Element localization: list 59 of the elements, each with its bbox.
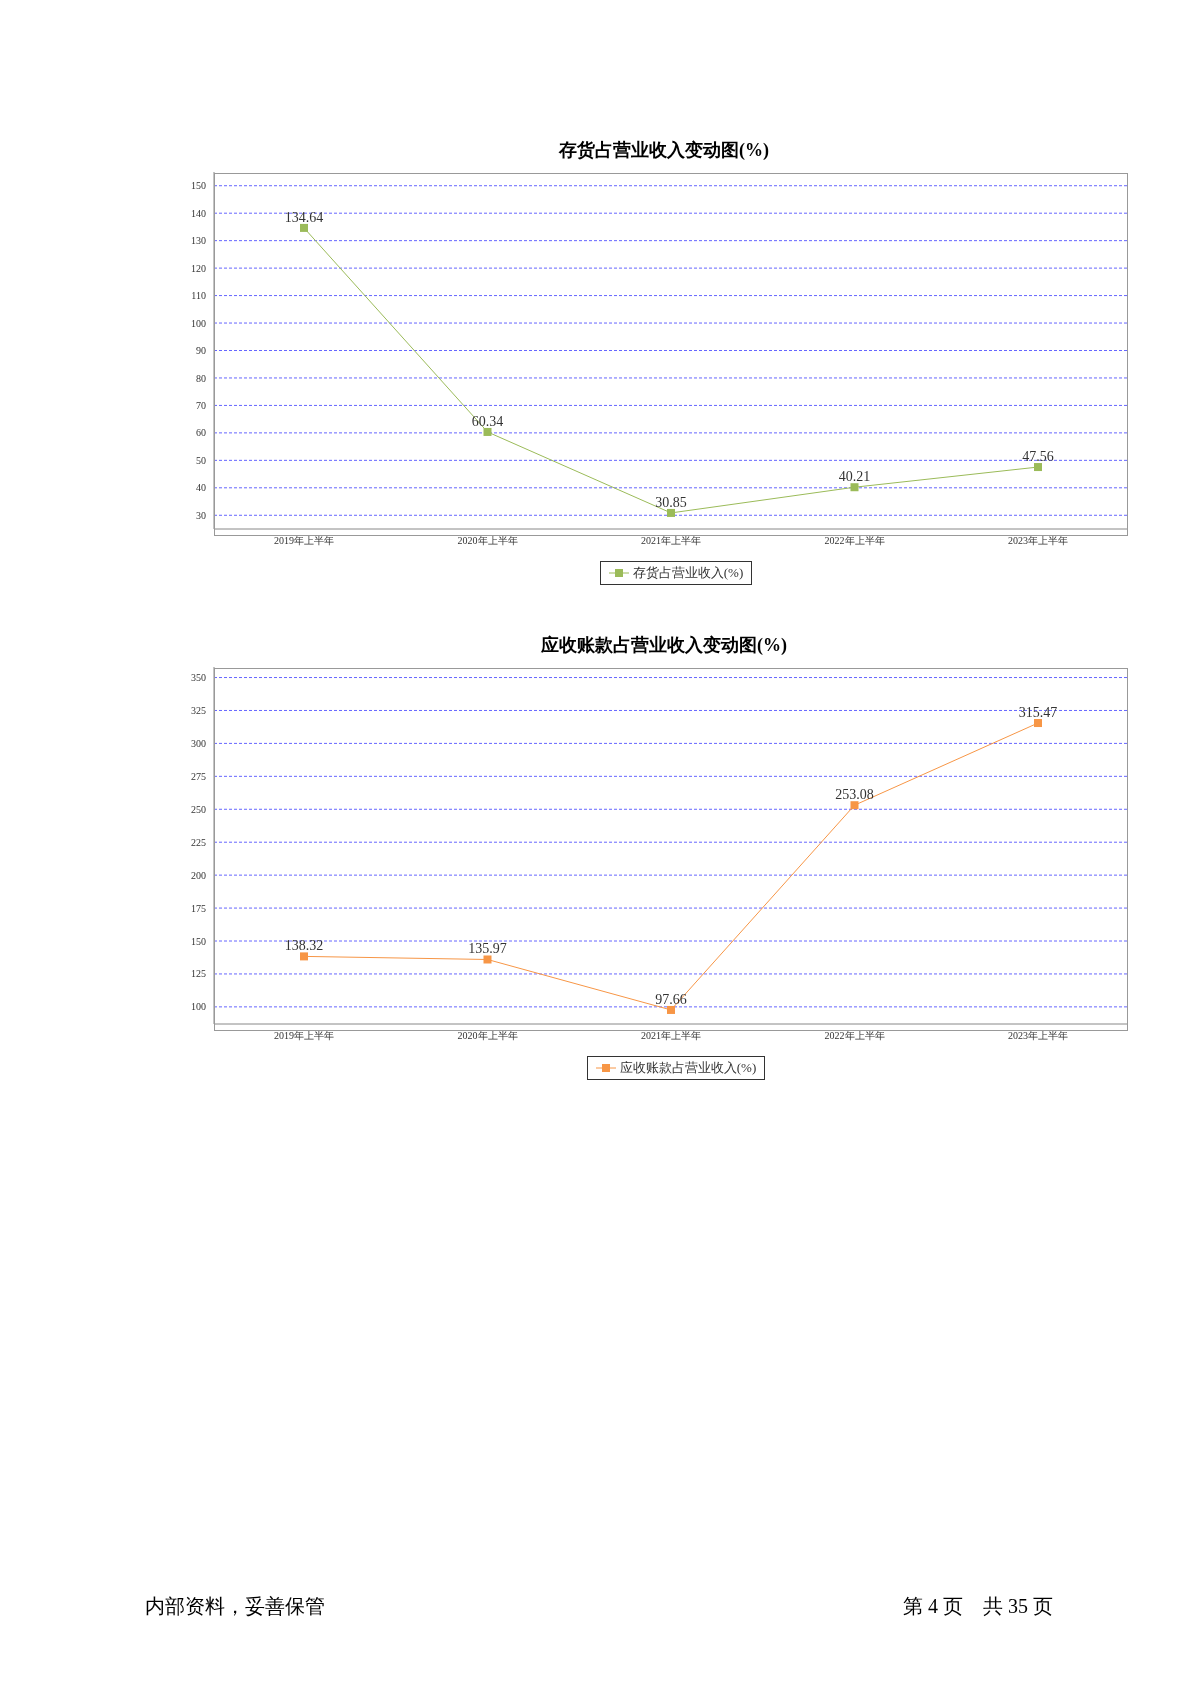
x-tick-label: 2022年上半年: [824, 1030, 885, 1042]
text: 第 4 页 共 35 页: [903, 1594, 1053, 1619]
y-tick-label: 250: [191, 803, 206, 815]
text: 内部资料，妥善保管: [145, 1594, 325, 1619]
point: [1034, 463, 1042, 472]
y-tick-label: 120: [191, 262, 206, 274]
y-tick-label: 50: [196, 454, 206, 466]
x-tick-label: 2023年上半年: [1008, 535, 1068, 547]
data-label: 40.21: [838, 469, 871, 485]
legend-label: 应收账款占营业收入(%): [618, 1059, 757, 1077]
y-tick-label: 300: [191, 737, 206, 749]
chart-title: 存货占营业收入变动图(%): [557, 139, 770, 162]
x-tick-label: 2020年上半年: [457, 535, 518, 547]
point: [1034, 719, 1042, 728]
point: [850, 801, 859, 810]
data-label: 97.66: [655, 991, 687, 1007]
y-tick-label: 200: [191, 869, 206, 881]
y-tick-label: 80: [196, 372, 206, 384]
legend-label: 存货占营业收入(%): [631, 564, 744, 582]
x-tick-label: 2019年上半年: [274, 535, 334, 547]
y-tick-label: 40: [196, 482, 206, 494]
y-tick-label: 175: [191, 902, 206, 914]
x-tick-label: 2021年上半年: [641, 535, 701, 547]
y-tick-label: 110: [191, 290, 206, 302]
y-tick-label: 70: [196, 399, 206, 411]
chart-title: 应收账款占营业收入变动图(%): [540, 634, 788, 657]
y-tick-label: 275: [191, 770, 206, 782]
y-tick-label: 100: [191, 317, 206, 329]
y-tick-label: 60: [196, 427, 206, 439]
y-tick-label: 325: [191, 705, 206, 717]
data-label: 134.64: [284, 209, 324, 225]
data-label: 138.32: [284, 938, 324, 954]
data-label: 253.08: [835, 787, 874, 803]
data-label: 135.97: [468, 941, 507, 957]
x-tick-label: 2019年上半年: [274, 1030, 334, 1042]
y-tick-label: 140: [191, 207, 206, 219]
y-tick-label: 350: [191, 672, 206, 684]
point: [667, 1005, 675, 1014]
x-tick-label: 2023年上半年: [1008, 1030, 1068, 1042]
data-label: 30.85: [655, 494, 687, 510]
y-tick-label: 150: [191, 935, 206, 947]
data-label: 47.56: [1022, 449, 1054, 465]
x-tick-label: 2020年上半年: [457, 1030, 518, 1042]
x-tick-label: 2022年上半年: [824, 535, 885, 547]
point: [300, 223, 308, 232]
y-tick-label: 225: [191, 836, 206, 848]
point: [300, 952, 308, 961]
y-tick-label: 125: [191, 968, 206, 980]
y-tick-label: 150: [191, 180, 206, 192]
y-tick-label: 130: [191, 235, 206, 247]
y-tick-label: 30: [196, 509, 206, 521]
point: [483, 955, 492, 964]
point: [850, 483, 859, 492]
data-label: 60.34: [471, 413, 504, 429]
point: [667, 508, 675, 517]
y-tick-label: 100: [191, 1001, 206, 1013]
point: [483, 427, 492, 436]
x-tick-label: 2021年上半年: [641, 1030, 701, 1042]
y-tick-label: 90: [196, 345, 206, 357]
